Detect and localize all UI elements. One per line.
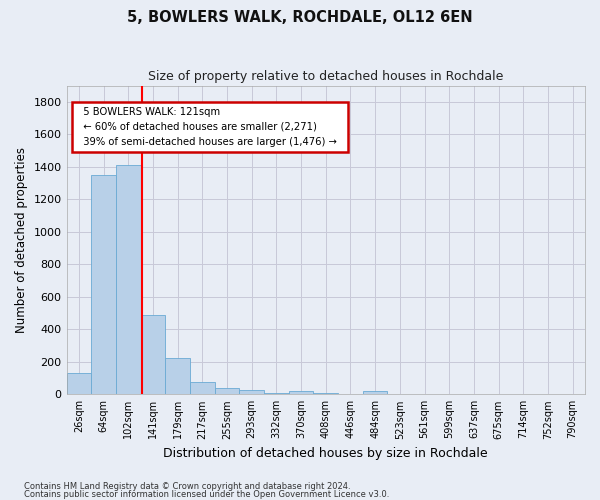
Bar — [116, 165, 140, 394]
Y-axis label: Number of detached properties: Number of detached properties — [15, 147, 28, 333]
Bar — [363, 391, 388, 394]
X-axis label: Distribution of detached houses by size in Rochdale: Distribution of detached houses by size … — [163, 447, 488, 460]
Bar — [67, 373, 91, 394]
Bar — [215, 388, 239, 394]
Title: Size of property relative to detached houses in Rochdale: Size of property relative to detached ho… — [148, 70, 503, 83]
Bar — [165, 358, 190, 395]
Bar — [264, 392, 289, 394]
Bar — [289, 391, 313, 394]
Text: 5, BOWLERS WALK, ROCHDALE, OL12 6EN: 5, BOWLERS WALK, ROCHDALE, OL12 6EN — [127, 10, 473, 25]
Text: Contains public sector information licensed under the Open Government Licence v3: Contains public sector information licen… — [24, 490, 389, 499]
Bar — [190, 382, 215, 394]
Text: 5 BOWLERS WALK: 121sqm
  ← 60% of detached houses are smaller (2,271)
  39% of s: 5 BOWLERS WALK: 121sqm ← 60% of detached… — [77, 107, 343, 147]
Bar — [140, 314, 165, 394]
Text: Contains HM Land Registry data © Crown copyright and database right 2024.: Contains HM Land Registry data © Crown c… — [24, 482, 350, 491]
Bar — [239, 390, 264, 394]
Bar — [91, 175, 116, 394]
